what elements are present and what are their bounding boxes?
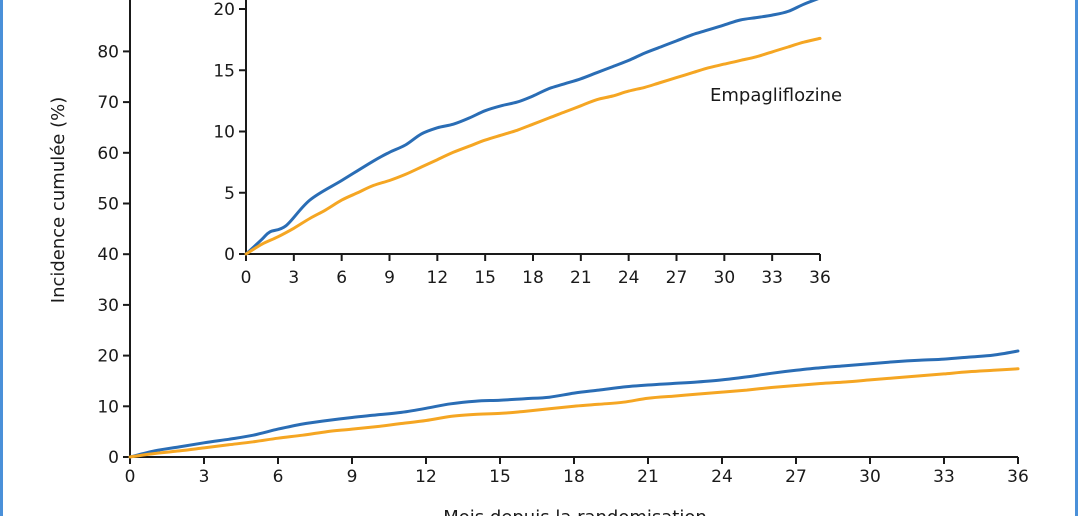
inset-y-tick-label: 0 [224, 245, 235, 265]
inset-y-tick-label: 15 [213, 61, 235, 81]
main-series-line-2 [128, 367, 1020, 459]
inset-x-tick-label: 0 [241, 268, 252, 288]
inset-plot: 0 3 6 9 12 15 18 21 24 27 30 33 3605101520Empagliflo… [213, 0, 842, 288]
main-x-tick-label: 30 [859, 467, 881, 487]
main-x-tick-label: 9 [347, 467, 358, 487]
main-x-tick-label: 3 [199, 467, 210, 487]
main-series-line-1 [128, 349, 1020, 459]
inset-x-tick-label: 12 [427, 268, 449, 288]
main-y-tick-label: 30 [97, 296, 119, 316]
main-y-tick-label: 40 [97, 245, 119, 265]
main-y-tick-label: 20 [97, 347, 119, 367]
inset-x-tick-label: 6 [336, 268, 347, 288]
inset-x-tick-label: 33 [761, 268, 783, 288]
main-x-axis-label: Mois depuis la randomisation [443, 507, 707, 516]
main-y-tick-label: 60 [97, 144, 119, 164]
main-y-tick-label: 80 [97, 42, 119, 62]
main-x-tick-label: 36 [1007, 467, 1029, 487]
main-plot: 036912151821242730333601020304050607080M… [48, 0, 1029, 516]
main-x-tick-label: 18 [563, 467, 585, 487]
inset-x-tick-label: 36 [809, 268, 831, 288]
inset-y-tick-label: 20 [213, 0, 235, 20]
main-x-tick-label: 27 [785, 467, 807, 487]
main-x-tick-label: 33 [933, 467, 955, 487]
main-y-axis-label: Incidence cumulée (%) [48, 97, 69, 303]
inset-x-tick-label: 18 [522, 268, 544, 288]
inset-y-tick-label: 5 [224, 184, 235, 204]
main-x-tick-label: 21 [637, 467, 659, 487]
inset-x-tick-label: 21 [570, 268, 592, 288]
inset-x-tick-label: 24 [618, 268, 640, 288]
inset-x-tick-label: 15 [474, 268, 496, 288]
main-x-tick-label: 0 [125, 467, 136, 487]
main-x-tick-label: 15 [489, 467, 511, 487]
inset-series-line-2 [244, 36, 822, 256]
inset-x-tick-label: 30 [714, 268, 736, 288]
inset-annotation-empagliflozine: Empagliflozine [710, 85, 842, 106]
inset-y-tick-label: 10 [213, 123, 235, 143]
inset-x-tick-label: 9 [384, 268, 395, 288]
main-y-tick-label: 70 [97, 93, 119, 113]
inset-x-tick-label: 27 [666, 268, 688, 288]
main-x-tick-label: 6 [273, 467, 284, 487]
inset-x-tick-label: 3 [288, 268, 299, 288]
main-y-tick-label: 10 [97, 397, 119, 417]
main-x-tick-label: 12 [415, 467, 437, 487]
main-x-tick-label: 24 [711, 467, 733, 487]
main-y-tick-label: 0 [108, 448, 119, 468]
main-y-tick-label: 50 [97, 195, 119, 215]
inset-series-line-1 [244, 0, 819, 256]
